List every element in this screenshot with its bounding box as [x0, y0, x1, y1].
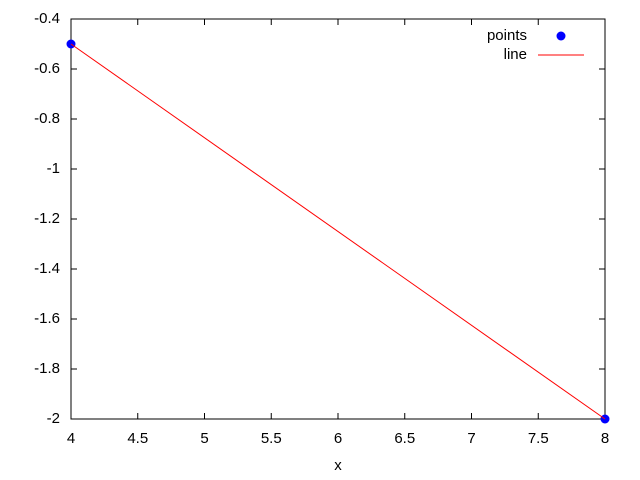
x-tick-label: 7 [467, 430, 475, 447]
legend-label: points [487, 27, 527, 44]
data-line [70, 43, 606, 420]
x-tick-label: 4.5 [127, 430, 148, 447]
y-tick-label: -1.8 [34, 360, 60, 377]
x-axis-label: x [334, 457, 342, 474]
legend-marker [556, 31, 566, 41]
legend-label: line [504, 46, 527, 63]
x-tick-label: 7.5 [528, 430, 549, 447]
x-tick-label: 6.5 [394, 430, 415, 447]
y-tick-label: -1 [47, 160, 60, 177]
y-tick-label: -0.8 [34, 110, 60, 127]
y-tick-label: -1.2 [34, 210, 60, 227]
y-tick-label: -1.4 [34, 260, 60, 277]
x-tick-label: 8 [601, 430, 609, 447]
y-tick-label: -2 [47, 410, 60, 427]
y-tick-label: -0.6 [34, 60, 60, 77]
y-tick-label: -0.4 [34, 10, 60, 27]
x-tick-label: 6 [334, 430, 342, 447]
plot-frame [70, 18, 606, 420]
x-tick-label: 4 [67, 430, 75, 447]
x-tick-label: 5.5 [261, 430, 282, 447]
x-tick-label: 5 [200, 430, 208, 447]
y-tick-label: -1.6 [34, 310, 60, 327]
